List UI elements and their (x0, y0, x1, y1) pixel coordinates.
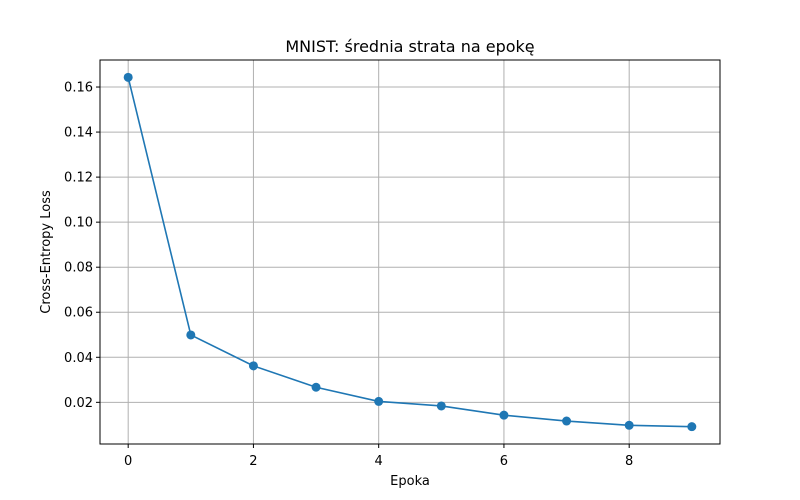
x-tick-label: 8 (625, 454, 633, 469)
y-tick-label: 0.04 (64, 351, 93, 366)
y-tick-label: 0.14 (64, 126, 93, 141)
x-axis-label: Epoka (390, 474, 430, 489)
x-tick-label: 6 (500, 454, 508, 469)
data-point (311, 382, 321, 392)
data-point (624, 420, 634, 430)
y-tick-label: 0.16 (64, 81, 93, 96)
plot-frame (99, 59, 721, 445)
y-tick-label: 0.08 (64, 261, 93, 276)
y-tick-label: 0.06 (64, 306, 93, 321)
y-tick-label: 0.02 (64, 396, 93, 411)
data-point (123, 72, 133, 82)
data-point (499, 410, 509, 420)
data-point (562, 416, 572, 426)
data-point (248, 361, 258, 371)
axis-ticks: 0 2 4 6 8 0.02 0.04 0.06 0.08 0.10 0.12 0.14 0.16 (64, 81, 633, 469)
x-tick-label: 0 (124, 454, 132, 469)
series-group (123, 72, 697, 432)
grid (100, 60, 720, 444)
y-axis-label: Cross-Entropy Loss (39, 190, 54, 314)
data-point (687, 422, 697, 432)
series-line (127, 77, 692, 428)
y-tick-label: 0.10 (64, 216, 93, 231)
data-point (436, 401, 446, 411)
x-tick-label: 4 (375, 454, 383, 469)
y-tick-label: 0.12 (64, 171, 93, 186)
data-point (374, 396, 384, 406)
chart-title: MNIST: średnia strata na epokę (285, 37, 534, 56)
data-point (186, 330, 196, 340)
x-tick-label: 2 (249, 454, 257, 469)
